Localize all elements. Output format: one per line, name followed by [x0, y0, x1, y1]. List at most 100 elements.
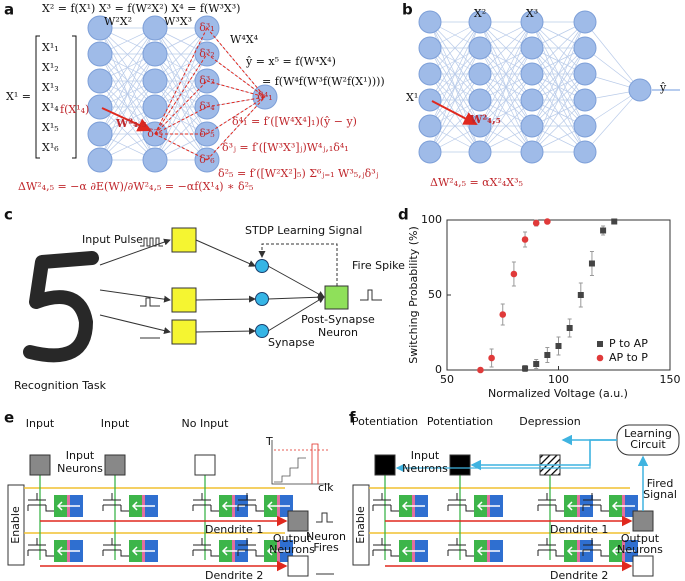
equation: δ³ⱼ = f′([W³X³]ⱼ)W⁴ⱼ,₁δ⁴₁ [222, 141, 349, 154]
connection [531, 73, 586, 153]
activation-label: f(X¹₄) [60, 103, 89, 116]
input-neuron [449, 454, 471, 476]
enable [7, 484, 25, 566]
delta-label: δ⁴₁ [257, 90, 272, 103]
panel-label: c [4, 206, 13, 224]
point [522, 365, 529, 372]
backprop [206, 27, 266, 98]
connection [99, 27, 156, 82]
connection [531, 47, 586, 153]
delta-label: δ³₅ [199, 127, 214, 140]
delta-label: δ³₂ [199, 47, 214, 60]
point [566, 325, 573, 331]
layer-input: W⁴X⁴ [230, 33, 259, 46]
neuron [418, 36, 442, 60]
pre-neuron [171, 227, 197, 253]
label: Enable [354, 506, 367, 544]
inset-label: clk [318, 481, 334, 494]
x-tick-label: 50 [440, 373, 454, 386]
arrow-white [221, 501, 245, 511]
output-neuron [632, 555, 654, 577]
neuron [468, 62, 492, 86]
point [499, 311, 507, 318]
label: Neurons [269, 543, 315, 556]
connection [584, 47, 641, 91]
input-label: Depression [519, 415, 581, 428]
y-tick-label: 0 [435, 363, 442, 376]
transistor [537, 493, 564, 512]
pre-neuron [171, 287, 197, 313]
connection [154, 27, 208, 108]
pulse [140, 237, 163, 247]
connection [429, 47, 481, 153]
connection [429, 99, 481, 153]
pre-neuron [171, 319, 197, 345]
panel-label: e [4, 409, 14, 427]
input-label: No Input [182, 417, 230, 430]
point [532, 219, 540, 227]
neuron [573, 114, 597, 138]
legend-label: AP to P [609, 351, 648, 364]
layer-input: W²X² [104, 15, 132, 28]
label: Fires [313, 541, 339, 554]
transistor [447, 493, 474, 512]
arrow-white [566, 501, 590, 511]
backprop [206, 96, 266, 161]
equation: δ⁴₁ = f′([W⁴X⁴]₁)(ŷ − y) [232, 115, 357, 128]
transistor [192, 493, 219, 512]
connection [479, 99, 533, 153]
neuron [573, 62, 597, 86]
backprop [206, 80, 266, 98]
connection [479, 21, 533, 75]
point [588, 260, 595, 267]
panel-label: b [402, 1, 413, 19]
vector-entry: X¹₄ [42, 101, 59, 114]
vector-entry: X¹₂ [42, 61, 59, 74]
delta-label: δ³₄ [199, 100, 215, 113]
equation: δ²₅ = f′([W²X²]₅) Σ⁶ⱼ₌₁ W³₅,ⱼδ³ⱼ [218, 167, 379, 180]
arrow-white [401, 501, 425, 511]
legend-marker [596, 354, 604, 362]
neuron [468, 36, 492, 60]
connection [531, 21, 586, 127]
point [555, 343, 562, 349]
arrow-white [221, 546, 245, 556]
transistor [582, 493, 609, 512]
label: Neurons [57, 462, 103, 475]
synapse [255, 259, 269, 273]
arrow-white [566, 546, 590, 556]
bracket [35, 35, 77, 159]
input-label: Input [26, 417, 55, 430]
post-neuron [324, 285, 349, 310]
backprop [206, 53, 266, 98]
arrow-white [56, 546, 80, 556]
equation: X² = f(X¹) X³ = f(W²X²) X⁴ = f(W³X³) [42, 2, 240, 15]
delta-label: δ³₃ [199, 74, 214, 87]
connection [429, 21, 481, 101]
output-label: ŷ [659, 81, 667, 94]
label: Input [411, 449, 440, 462]
pulse [140, 297, 160, 307]
neuron [520, 140, 544, 164]
connection [531, 99, 586, 153]
arrow-white [611, 546, 635, 556]
transistor [537, 538, 564, 557]
neuron [87, 147, 113, 173]
neuron [520, 62, 544, 86]
point [600, 227, 607, 234]
input-label: X¹ = [6, 90, 31, 103]
synapse [255, 324, 269, 338]
feedback [395, 440, 591, 473]
arrow-white [131, 501, 155, 511]
connection [99, 106, 156, 161]
label: Recognition Task [14, 379, 107, 392]
label: STDP Learning Signal [245, 224, 362, 237]
vector-entry: X¹₁ [42, 41, 59, 54]
label: Neuron [306, 530, 346, 543]
input-label: X¹ [406, 91, 418, 104]
arrow-white [476, 501, 500, 511]
transistor [27, 538, 54, 557]
connection [531, 21, 586, 101]
